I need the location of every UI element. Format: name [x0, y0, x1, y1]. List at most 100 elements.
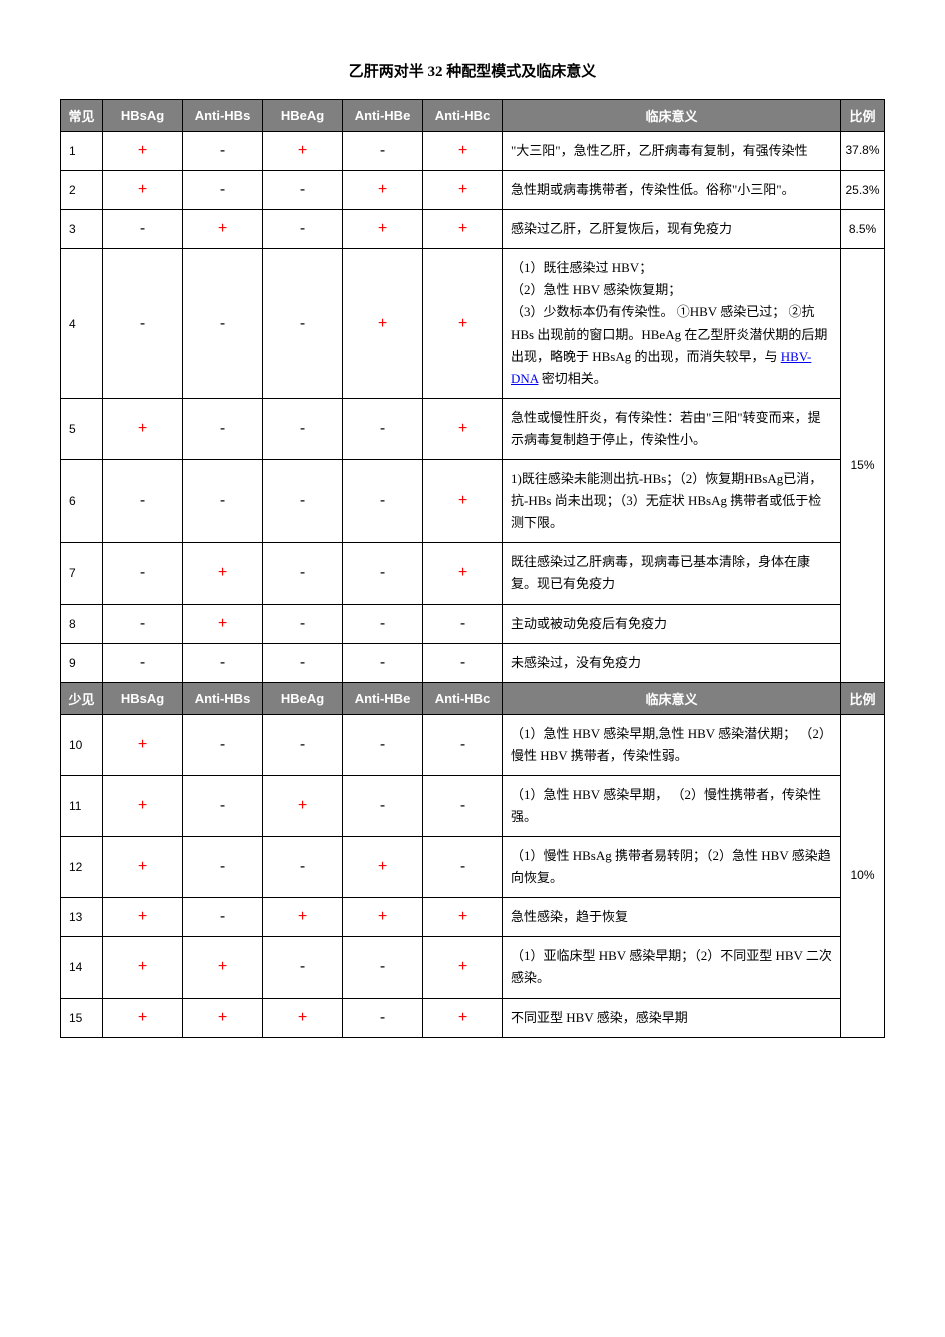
clinical-meaning: （1）既往感染过 HBV；（2）急性 HBV 感染恢复期；（3）少数标本仍有传染… [503, 249, 841, 399]
mark-negative: - [263, 460, 343, 543]
table-row: 2+--++急性期或病毒携带者，传染性低。俗称"小三阳"。25.3% [61, 171, 885, 210]
mark-negative: - [423, 837, 503, 898]
row-index: 13 [61, 898, 103, 937]
row-index: 4 [61, 249, 103, 399]
col-ratio: 比例 [841, 100, 885, 132]
ratio-cell: 10% [841, 714, 885, 1037]
mark-positive: + [343, 249, 423, 399]
mark-negative: - [263, 837, 343, 898]
ratio-cell: 15% [841, 249, 885, 682]
mark-negative: - [423, 714, 503, 775]
mark-positive: + [103, 775, 183, 836]
mark-positive: + [423, 249, 503, 399]
ratio-cell: 37.8% [841, 132, 885, 171]
mark-negative: - [263, 171, 343, 210]
mark-positive: + [423, 171, 503, 210]
col-antihbe: Anti-HBe [343, 682, 423, 714]
mark-positive: + [103, 837, 183, 898]
mark-positive: + [183, 937, 263, 998]
mark-negative: - [423, 775, 503, 836]
mark-negative: - [183, 171, 263, 210]
ratio-cell: 8.5% [841, 210, 885, 249]
clinical-meaning: 不同亚型 HBV 感染，感染早期 [503, 998, 841, 1037]
mark-negative: - [343, 937, 423, 998]
mark-negative: - [103, 249, 183, 399]
mark-positive: + [183, 604, 263, 643]
mark-positive: + [423, 460, 503, 543]
table-row: 11+-+--（1）急性 HBV 感染早期， （2）慢性携带者，传染性强。 [61, 775, 885, 836]
mark-positive: + [263, 132, 343, 171]
clinical-meaning: 急性感染，趋于恢复 [503, 898, 841, 937]
table-row: 12+--+-（1）慢性 HBsAg 携带者易转阴；（2）急性 HBV 感染趋向… [61, 837, 885, 898]
table-header-row: 常见HBsAgAnti-HBsHBeAgAnti-HBeAnti-HBc临床意义… [61, 100, 885, 132]
table-row: 9-----未感染过，没有免疫力 [61, 643, 885, 682]
mark-negative: - [423, 643, 503, 682]
mark-negative: - [183, 714, 263, 775]
mark-negative: - [343, 543, 423, 604]
col-antihbs: Anti-HBs [183, 100, 263, 132]
col-ratio: 比例 [841, 682, 885, 714]
table-row: 6----+1)既往感染未能测出抗-HBs；（2）恢复期HBsAg已消， 抗-H… [61, 460, 885, 543]
row-index: 7 [61, 543, 103, 604]
row-index: 6 [61, 460, 103, 543]
row-index: 11 [61, 775, 103, 836]
mark-negative: - [183, 837, 263, 898]
mark-negative: - [343, 460, 423, 543]
mark-negative: - [343, 643, 423, 682]
mark-negative: - [183, 898, 263, 937]
clinical-meaning: （1）急性 HBV 感染早期,急性 HBV 感染潜伏期； （2）慢性 HBV 携… [503, 714, 841, 775]
row-index: 14 [61, 937, 103, 998]
clinical-meaning: "大三阳"，急性乙肝，乙肝病毒有复制，有强传染性 [503, 132, 841, 171]
mark-negative: - [103, 460, 183, 543]
mark-positive: + [423, 898, 503, 937]
mark-negative: - [263, 643, 343, 682]
mark-positive: + [103, 714, 183, 775]
col-hbeag: HBeAg [263, 100, 343, 132]
row-index: 2 [61, 171, 103, 210]
clinical-meaning: 急性或慢性肝炎，有传染性：若由"三阳"转变而来，提示病毒复制趋于停止，传染性小。 [503, 398, 841, 459]
clinical-meaning: 未感染过，没有免疫力 [503, 643, 841, 682]
clinical-meaning: 感染过乙肝，乙肝复恢后，现有免疫力 [503, 210, 841, 249]
table-row: 13+-+++急性感染，趋于恢复 [61, 898, 885, 937]
mark-negative: - [343, 398, 423, 459]
hbv-dna-link[interactable]: HBV-DNA [511, 349, 811, 386]
mark-positive: + [423, 132, 503, 171]
mark-negative: - [183, 643, 263, 682]
mark-negative: - [263, 210, 343, 249]
page-title: 乙肝两对半 32 种配型模式及临床意义 [60, 60, 885, 81]
mark-positive: + [343, 898, 423, 937]
table-header-row: 少见HBsAgAnti-HBsHBeAgAnti-HBeAnti-HBc临床意义… [61, 682, 885, 714]
mark-negative: - [183, 249, 263, 399]
clinical-meaning: 主动或被动免疫后有免疫力 [503, 604, 841, 643]
mark-positive: + [183, 210, 263, 249]
mark-positive: + [103, 132, 183, 171]
mark-negative: - [343, 132, 423, 171]
clinical-meaning: 既往感染过乙肝病毒，现病毒已基本清除，身体在康复。现已有免疫力 [503, 543, 841, 604]
col-hbsag: HBsAg [103, 682, 183, 714]
clinical-meaning: （1）急性 HBV 感染早期， （2）慢性携带者，传染性强。 [503, 775, 841, 836]
col-index: 常见 [61, 100, 103, 132]
mark-positive: + [343, 210, 423, 249]
table-row: 3-+-++感染过乙肝，乙肝复恢后，现有免疫力8.5% [61, 210, 885, 249]
mark-positive: + [103, 898, 183, 937]
mark-negative: - [343, 604, 423, 643]
table-row: 8-+---主动或被动免疫后有免疫力 [61, 604, 885, 643]
col-hbeag: HBeAg [263, 682, 343, 714]
row-index: 3 [61, 210, 103, 249]
mark-negative: - [103, 643, 183, 682]
col-hbsag: HBsAg [103, 100, 183, 132]
mark-positive: + [423, 937, 503, 998]
table-row: 1+-+-+"大三阳"，急性乙肝，乙肝病毒有复制，有强传染性37.8% [61, 132, 885, 171]
hbv-pattern-table: 常见HBsAgAnti-HBsHBeAgAnti-HBeAnti-HBc临床意义… [60, 99, 885, 1038]
mark-positive: + [263, 898, 343, 937]
mark-positive: + [103, 998, 183, 1037]
mark-negative: - [263, 714, 343, 775]
row-index: 12 [61, 837, 103, 898]
clinical-meaning: （1）亚临床型 HBV 感染早期；（2）不同亚型 HBV 二次感染。 [503, 937, 841, 998]
row-index: 15 [61, 998, 103, 1037]
row-index: 1 [61, 132, 103, 171]
table-row: 10+----（1）急性 HBV 感染早期,急性 HBV 感染潜伏期； （2）慢… [61, 714, 885, 775]
mark-positive: + [103, 937, 183, 998]
mark-negative: - [263, 937, 343, 998]
clinical-meaning: 1)既往感染未能测出抗-HBs；（2）恢复期HBsAg已消， 抗-HBs 尚未出… [503, 460, 841, 543]
